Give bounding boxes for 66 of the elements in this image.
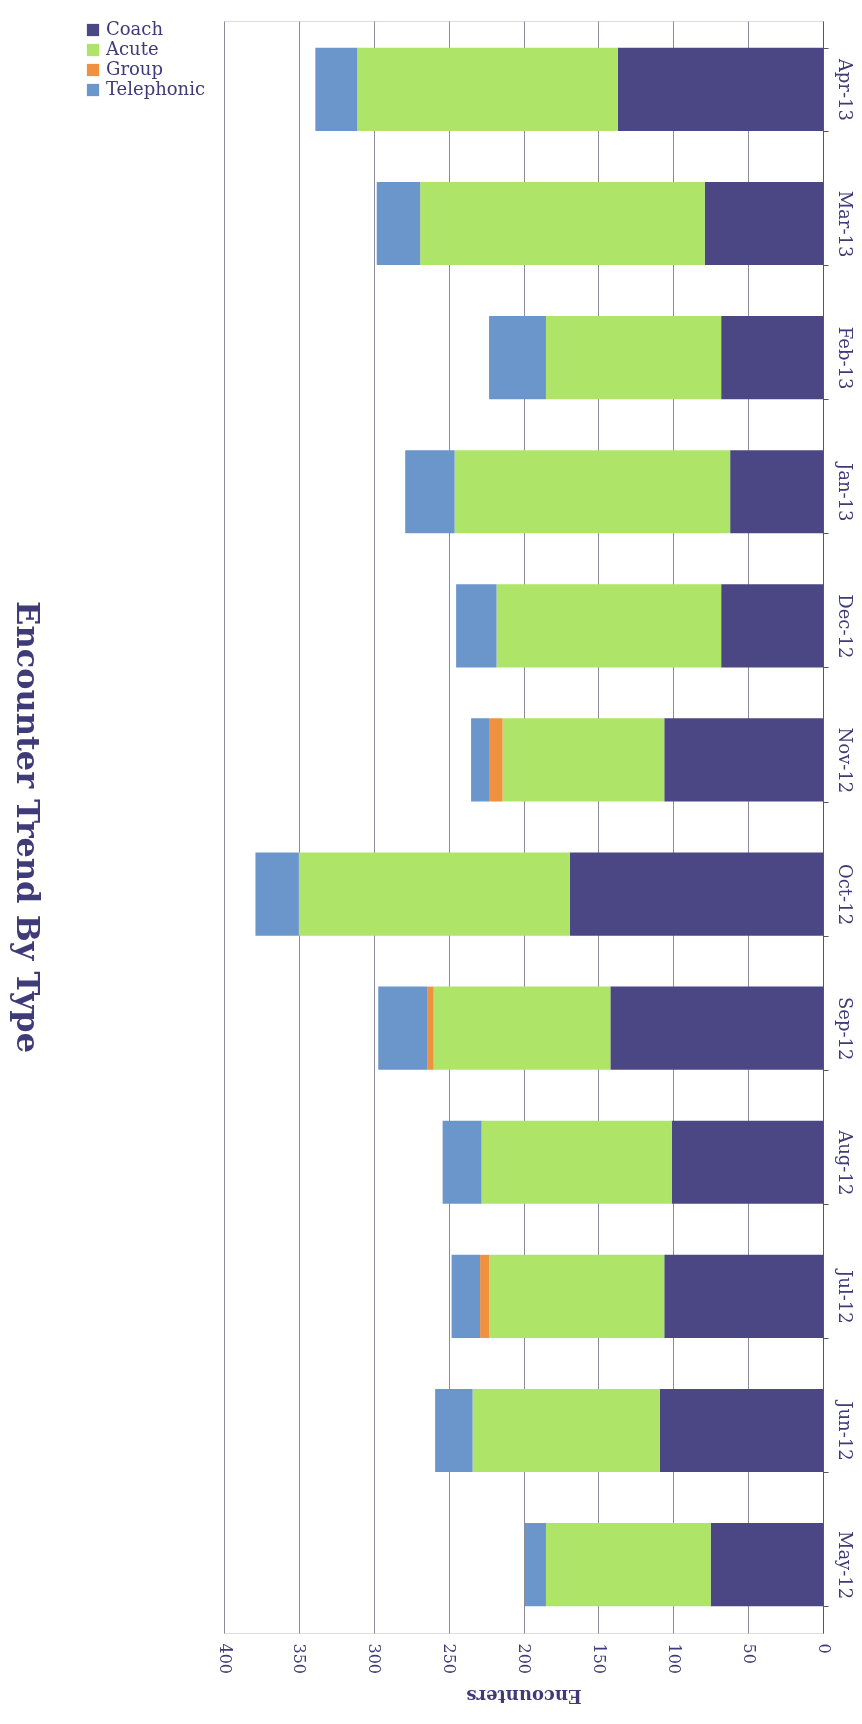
bar <box>442 1120 482 1204</box>
x-axis-title: Encounters <box>466 1686 582 1708</box>
bar <box>357 47 618 131</box>
bar <box>545 316 722 400</box>
bar <box>472 1388 660 1473</box>
bar <box>481 1120 672 1204</box>
bar <box>664 718 823 802</box>
bar <box>704 181 823 266</box>
bar <box>435 1388 473 1473</box>
x-tick-label: 300 <box>365 1643 385 1675</box>
y-tick-label: Jul-12 <box>834 1268 856 1324</box>
x-tick-label: 150 <box>589 1643 609 1675</box>
y-tick-label: Oct-12 <box>834 864 856 926</box>
bar <box>721 316 823 400</box>
bar <box>502 718 665 802</box>
bar <box>617 47 823 131</box>
bar <box>456 584 497 668</box>
y-tick-label: Dec-12 <box>834 594 856 659</box>
y-tick-label: May-12 <box>834 1530 856 1600</box>
bar <box>378 986 428 1070</box>
y-tick-label: Jun-12 <box>834 1399 856 1461</box>
bar <box>433 986 611 1070</box>
bar <box>405 450 455 534</box>
bar <box>671 1120 823 1204</box>
legend-label: Coach <box>106 18 164 39</box>
bar <box>420 181 705 266</box>
x-tick-label: 0 <box>814 1643 834 1654</box>
y-tick-label: Mar-13 <box>834 190 856 258</box>
bar <box>427 986 434 1070</box>
bar <box>489 316 546 400</box>
legend-label: Acute <box>105 38 159 59</box>
x-tick-label: 250 <box>440 1643 460 1675</box>
y-tick-label: Jan-13 <box>834 460 856 522</box>
bar <box>659 1388 823 1473</box>
x-tick-label: 100 <box>664 1643 684 1675</box>
bar <box>496 584 722 668</box>
legend-label: Telephonic <box>106 78 206 99</box>
bar <box>525 1523 546 1607</box>
x-tick-label: 400 <box>215 1643 235 1675</box>
bar <box>489 718 503 802</box>
x-tick-label: 50 <box>739 1643 759 1664</box>
bar <box>610 986 823 1070</box>
bar <box>471 718 490 802</box>
bar <box>255 852 299 936</box>
y-tick-label: Apr-13 <box>834 57 856 121</box>
y-tick-label: Sep-12 <box>834 996 856 1061</box>
y-tick-label: Feb-13 <box>834 326 856 390</box>
x-tick-label: 350 <box>290 1643 310 1675</box>
bar <box>721 584 823 668</box>
bar <box>664 1254 823 1338</box>
bar <box>376 181 421 266</box>
bar <box>730 450 823 534</box>
bar <box>315 47 358 131</box>
bar <box>545 1523 711 1607</box>
bar <box>451 1254 481 1338</box>
y-tick-label: Nov-12 <box>834 727 856 794</box>
bar <box>710 1523 823 1607</box>
x-tick-label: 200 <box>515 1643 534 1675</box>
legend-label: Group <box>106 58 163 79</box>
bar <box>298 852 570 936</box>
y-tick-label: Aug-12 <box>834 1129 856 1196</box>
bar <box>489 1254 665 1338</box>
bar <box>454 450 731 534</box>
bar <box>569 852 823 936</box>
text: Encounter Trend By Type <box>9 600 47 1054</box>
bar <box>480 1254 490 1338</box>
